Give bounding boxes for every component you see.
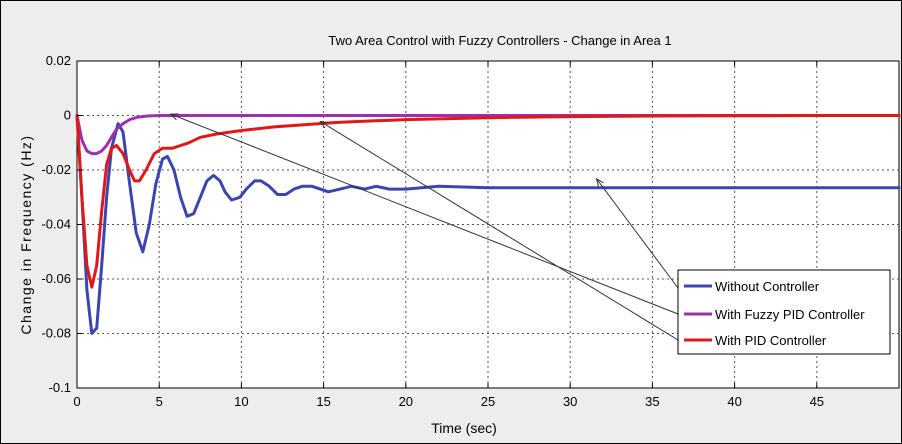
- chart-title: Two Area Control with Fuzzy Controllers …: [328, 33, 671, 48]
- series-line-1: [75, 114, 901, 156]
- arrow-without-controller-head: [595, 177, 604, 187]
- legend: Without Controller With Fuzzy PID Control…: [677, 269, 891, 355]
- legend-label-2: With PID Controller: [715, 333, 827, 348]
- y-tick-label: 0: [64, 108, 71, 123]
- x-tick-label: 5: [156, 394, 163, 409]
- x-tick-label: 35: [645, 394, 659, 409]
- x-axis-label: Time (sec): [431, 420, 497, 436]
- y-tick-label: -0.08: [41, 326, 71, 341]
- legend-label-0: Without Controller: [715, 279, 820, 294]
- y-tick-label: -0.04: [41, 217, 71, 232]
- y-tick-label: -0.1: [49, 380, 71, 395]
- arrow-pid-head: [319, 120, 329, 129]
- series-line-0: [75, 114, 901, 335]
- arrow-without-controller: [596, 178, 679, 289]
- x-tick-label: 15: [316, 394, 330, 409]
- arrow-fuzzy-pid-head: [169, 113, 179, 121]
- arrow-fuzzy-pid: [170, 113, 679, 315]
- x-tick-label: 45: [810, 394, 824, 409]
- x-tick-label: 25: [481, 394, 495, 409]
- legend-label-1: With Fuzzy PID Controller: [715, 307, 865, 322]
- x-tick-label: 30: [563, 394, 577, 409]
- y-tick-label: -0.02: [41, 162, 71, 177]
- arrow-pid: [320, 121, 679, 341]
- y-axis-label: Change in Frequency (Hz): [18, 134, 34, 334]
- series-layer: [75, 114, 901, 335]
- x-tick-label: 0: [73, 394, 80, 409]
- x-tick-label: 40: [727, 394, 741, 409]
- x-tick-label: 20: [399, 394, 413, 409]
- axis-ticks: 0 5 10 15 20 25 30 35 40 45 0.02 0 -0.02 -0.04 -0.06 -0…: [41, 53, 824, 409]
- y-tick-label: -0.06: [41, 271, 71, 286]
- y-tick-label: 0.02: [46, 53, 71, 68]
- legend-box: [677, 269, 891, 355]
- annotation-arrows: [169, 113, 679, 341]
- x-tick-label: 10: [234, 394, 248, 409]
- series-line-2: [75, 114, 901, 289]
